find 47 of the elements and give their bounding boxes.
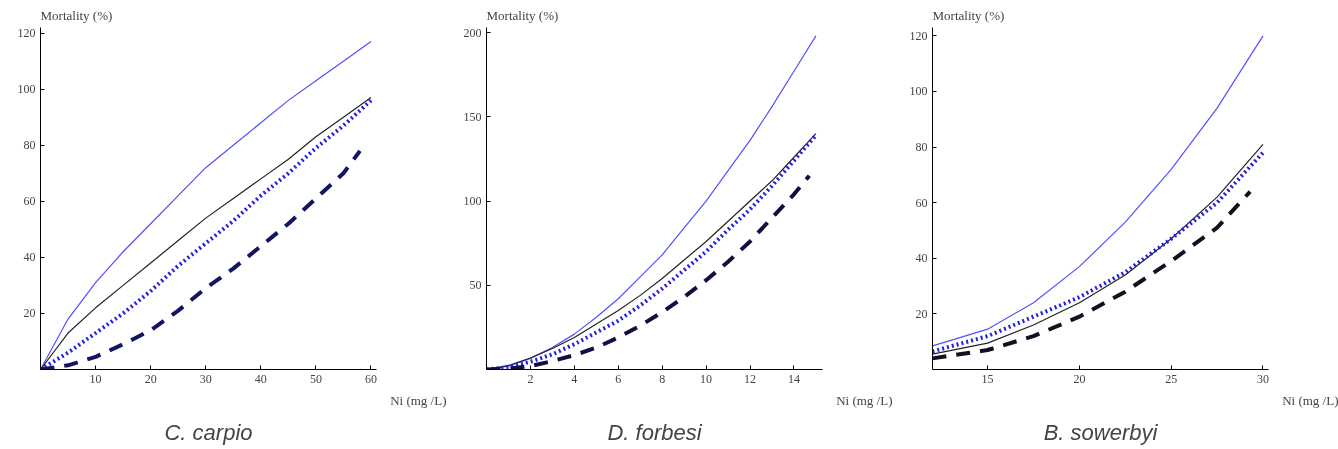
y-tick-label: 120 [17,26,36,41]
y-tick-label: 120 [909,28,928,43]
x-tick-label: 12 [744,371,757,386]
y-tick-label: 60 [915,195,928,210]
y-axis-title: Mortality (%) [932,7,1005,23]
y-tick-label: 20 [23,306,36,321]
y-axis-title: Mortality (%) [486,7,559,23]
line-series [932,35,1264,347]
y-tick-label: 20 [915,306,928,321]
x-tick-label: 60 [364,371,377,386]
x-tick-label: 30 [199,371,212,386]
x-tick-label: 50 [309,371,322,386]
text: B. sowerbyi [1043,419,1159,445]
x-tick-label: 8 [659,371,666,386]
x-tick-label: 4 [571,371,578,386]
y-tick-label: 40 [23,250,36,265]
y-tick-label: 80 [23,138,36,153]
y-tick-label: 40 [915,251,928,266]
line-series [40,148,362,370]
x-tick-label: 20 [144,371,157,386]
y-tick-label: 60 [23,194,36,209]
line-series [932,189,1253,361]
x-tick-label: 15 [981,371,994,386]
y-tick-label: 80 [915,140,928,155]
y-tick-label: 50 [469,278,482,293]
y-axis-title: Mortality (%) [40,7,113,23]
x-axis-title: Ni (mg /L) [836,392,893,408]
x-tick-label: 40 [254,371,267,386]
x-tick-label: 25 [1165,371,1178,386]
x-tick-label: 10 [89,371,102,386]
line-series [486,173,812,370]
x-tick-label: 30 [1256,371,1269,386]
y-tick-label: 200 [463,25,482,40]
text: D. forbesi [607,419,703,445]
x-tick-label: 20 [1073,371,1086,386]
x-axis-title: Ni (mg /L) [1282,392,1338,408]
line-series [40,40,372,370]
x-axis-title: Ni (mg /L) [390,392,447,408]
x-tick-label: 10 [700,371,713,386]
x-tick-label: 2 [527,371,534,386]
y-tick-label: 100 [463,194,482,209]
x-tick-label: 14 [787,371,800,386]
text: C. carpio [164,419,253,445]
y-tick-label: 100 [17,82,36,97]
y-tick-label: 100 [909,84,928,99]
x-tick-label: 6 [615,371,622,386]
y-tick-label: 150 [463,109,482,124]
